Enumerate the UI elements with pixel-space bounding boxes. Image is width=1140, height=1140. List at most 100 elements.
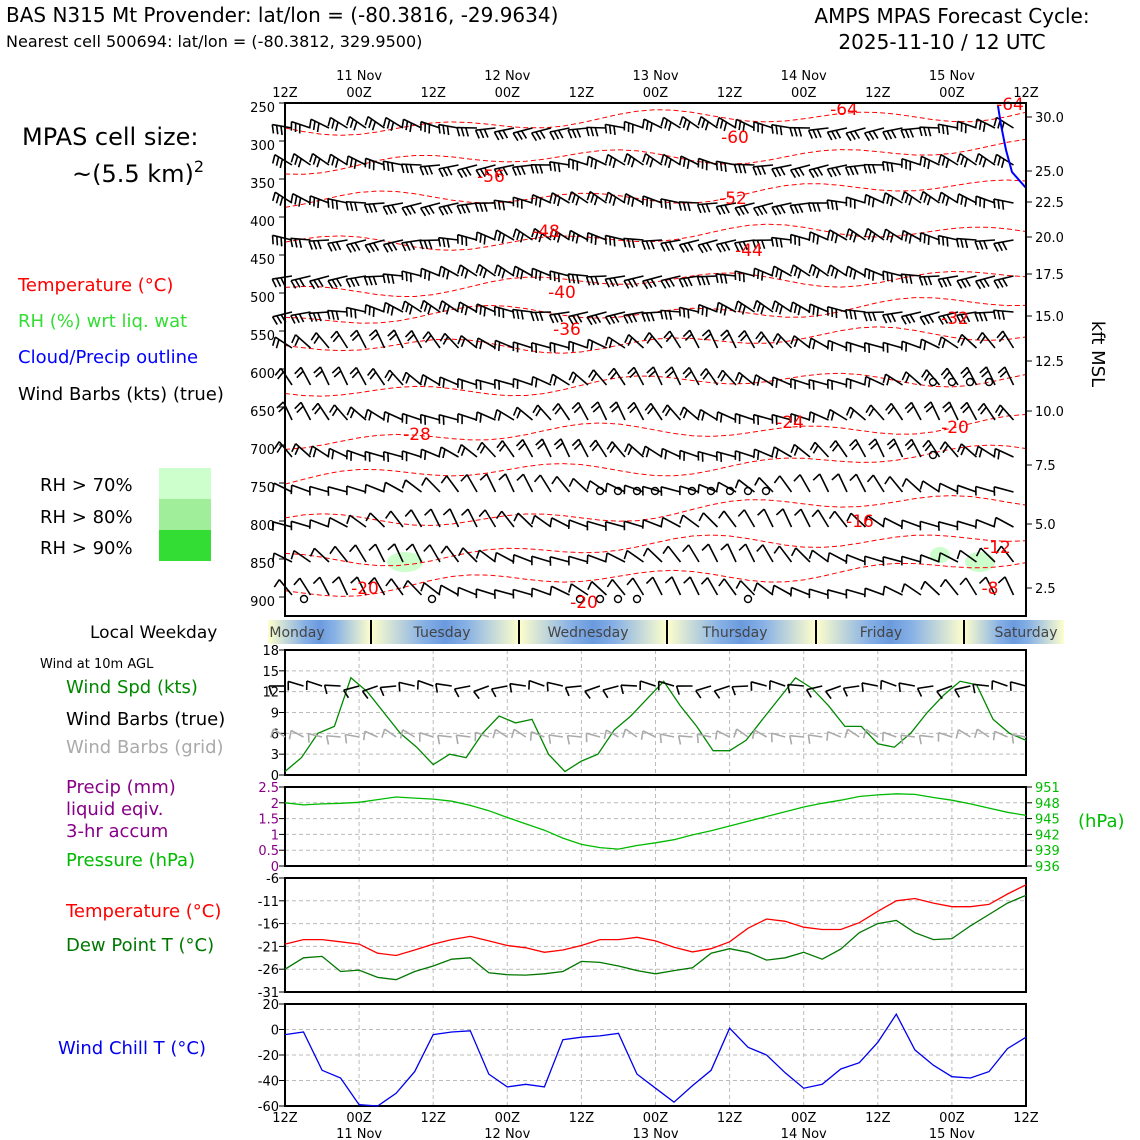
wind-barb-flag — [889, 233, 894, 243]
wind-barb-flag — [557, 313, 564, 323]
wind-barb-flag — [960, 366, 968, 375]
wind-barb — [274, 336, 293, 349]
height-tick-label: 30.0 — [1035, 111, 1064, 126]
wind-barb-flag — [738, 164, 743, 174]
wind-barb — [743, 509, 756, 528]
wind-barb-flag — [552, 402, 559, 411]
grid-wind-barb — [900, 734, 915, 738]
wind-barb-flag — [317, 198, 320, 209]
wind-barb — [901, 519, 922, 528]
wind-barb-flag — [701, 543, 710, 551]
wind-barb — [938, 234, 959, 241]
wind-barb-flag — [793, 508, 802, 516]
wind-barb-flag — [845, 406, 851, 416]
wind-barb — [457, 233, 478, 241]
wind-barb — [501, 510, 515, 528]
wind-barb-flag — [845, 266, 849, 276]
grid-wind-barb — [789, 734, 804, 738]
wind-barb — [605, 123, 626, 129]
grid-wind-barb — [697, 733, 712, 738]
wind-barb — [457, 413, 478, 421]
wind-barb-flag — [457, 264, 462, 274]
wind-barb-flag — [294, 314, 300, 324]
wind-barb — [611, 441, 626, 458]
wind-barb-flag — [538, 233, 543, 243]
wind-barb-flag — [386, 304, 391, 314]
wind-barb — [568, 127, 589, 131]
wind-barb-flag — [624, 334, 630, 344]
wind-barb-flag — [738, 303, 743, 313]
wind-barb-flag — [962, 370, 970, 379]
wind-barb-flag — [590, 276, 595, 286]
grid-wind-barb — [808, 734, 823, 738]
wind-barb-flag — [834, 269, 839, 279]
wind-barb-flag — [438, 300, 443, 310]
wind-barb-flag — [539, 312, 544, 322]
wind-barb-flag — [298, 197, 302, 207]
wind-barb — [338, 576, 349, 596]
wind-barb-flag — [904, 374, 911, 384]
wind-barb-flag — [963, 158, 969, 168]
wind-barb — [864, 127, 885, 134]
wind-barb — [864, 555, 885, 563]
wind-barb-flag — [682, 366, 690, 375]
wind-barb — [444, 332, 460, 349]
surface-wind-barb-flag — [954, 689, 961, 698]
wind-barb-flag — [437, 237, 442, 247]
wind-barb-flag — [607, 367, 615, 376]
wind-barb-flag — [956, 314, 962, 324]
wind-barb-flag — [631, 197, 635, 207]
wind-barb-flag — [290, 315, 296, 324]
wind-barb-flag — [276, 444, 283, 453]
wind-barb — [723, 510, 737, 528]
calm-marker — [984, 377, 994, 387]
wind-barb — [385, 116, 404, 129]
wind-barb-flag — [798, 127, 803, 137]
wind-barb-flag — [277, 371, 284, 380]
wind-barb — [743, 330, 756, 349]
wind-barb-flag — [761, 239, 766, 250]
wind-barb — [799, 474, 811, 493]
grid-wind-barb — [475, 731, 490, 738]
wind-barb-flag — [350, 243, 357, 252]
wind-barb-flag — [530, 194, 534, 204]
wind-barb — [771, 236, 792, 241]
wind-barb-flag — [276, 236, 279, 246]
wind-barb-flag — [493, 409, 498, 419]
wind-barb-flag — [868, 407, 875, 417]
wind-barb-flag — [271, 124, 275, 134]
wind-barb-flag — [363, 276, 369, 286]
wind-barb — [846, 341, 866, 349]
wind-barb-flag — [294, 238, 298, 248]
title-right-2: 2025-11-10 / 12 UTC — [838, 30, 1045, 54]
contour-label: -20 — [941, 418, 969, 438]
wind-barb-flag — [373, 242, 380, 251]
wind-barb-flag — [641, 312, 646, 322]
wind-barb — [517, 512, 534, 528]
grid-wind-barb — [1012, 733, 1027, 738]
grid-wind-barb — [976, 728, 990, 738]
wind-barb-flag — [816, 202, 821, 212]
label-pressure: Pressure (hPa) — [66, 850, 195, 871]
wind-barb-flag — [826, 131, 833, 141]
surface-wind-barb-flag — [825, 690, 832, 700]
wind-barb-flag — [937, 552, 942, 562]
wind-barb — [486, 473, 497, 493]
wind-barb — [532, 375, 552, 386]
wind-barb-flag — [384, 369, 391, 379]
wind-barb-flag — [734, 372, 740, 382]
wind-barb — [389, 369, 404, 386]
wind-barb — [790, 164, 811, 171]
wind-barb — [310, 519, 330, 528]
wind-barb — [940, 191, 959, 204]
wind-barb-flag — [719, 304, 724, 314]
wind-barb — [570, 229, 589, 241]
grid-wind-barb — [548, 734, 563, 738]
top-date-label: 13 Nov — [632, 69, 678, 84]
wind-barb-flag — [733, 164, 738, 174]
wind-barb — [671, 576, 682, 596]
wind-barb-flag — [993, 280, 1000, 289]
pressure-tick-label: 942 — [1035, 828, 1060, 843]
height-tick-label: 22.5 — [1035, 196, 1064, 211]
